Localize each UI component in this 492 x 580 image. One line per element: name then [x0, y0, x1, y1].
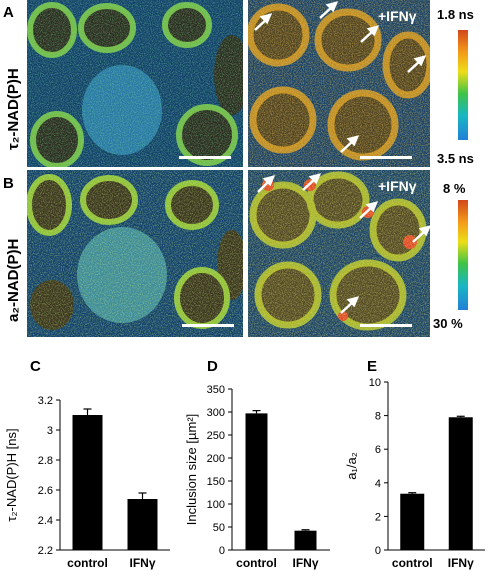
y-tick-label: 0	[219, 545, 225, 557]
colorbar-a2	[458, 200, 468, 310]
category-label: control	[236, 556, 277, 570]
y-tick-label: 100	[207, 499, 225, 511]
chart-d: 0 50 100 150 200 250 300 350 control IFNγ Inclusio…	[184, 384, 330, 570]
bar-control	[400, 493, 425, 550]
y-tick-label: 2.4	[38, 515, 53, 527]
micrograph-ifng-a2-image	[248, 170, 430, 337]
bar-IFNγ	[448, 417, 473, 550]
y-tick-label: 0	[375, 545, 381, 557]
y-tick-label: 6	[375, 444, 381, 456]
chart-e: 0 2 4 6 8 10 control IFNγ a₁/a₂	[344, 377, 485, 570]
row-label-tau2: τ₂-NAD(P)H	[5, 68, 22, 150]
category-label: IFNγ	[129, 556, 155, 570]
y-tick-label: 2.2	[38, 545, 53, 557]
y-tick-label: 300	[207, 407, 225, 419]
colorbar-tau2	[458, 30, 468, 140]
panel-label-e: E	[367, 358, 378, 375]
y-tick-label: 8	[375, 411, 381, 423]
y-tick-label: 150	[207, 476, 225, 488]
chart-c: 2.2 2.4 2.6 2.8 3 3.2 control IFNγ τ₂-NAD(P)H [n…	[4, 395, 170, 570]
y-tick-label: 350	[207, 384, 225, 396]
bar-IFNγ	[294, 530, 317, 550]
category-label: control	[67, 556, 108, 570]
y-tick-label: 2	[375, 511, 381, 523]
micrograph-ifng-a2: +IFNγ	[248, 170, 430, 337]
arrow-markers	[257, 173, 430, 314]
arrow-markers	[254, 1, 427, 153]
y-axis-label: Inclusion size [µm²]	[184, 414, 199, 526]
treatment-label: +IFNγ	[378, 8, 417, 24]
y-tick-label: 250	[207, 430, 225, 442]
scale-bar	[179, 156, 231, 159]
micrograph-control-a2	[27, 170, 243, 337]
bar-control	[245, 413, 268, 550]
y-tick-label: 3.2	[38, 395, 53, 407]
bar-control	[72, 415, 103, 550]
panel-label-b: B	[3, 175, 14, 192]
micrograph-ifng-tau2-image	[248, 0, 430, 167]
scale-bar	[360, 156, 412, 159]
scale-bar	[182, 324, 234, 327]
category-label: IFNγ	[448, 556, 474, 570]
colorbar-a2-min: 30 %	[433, 316, 463, 331]
y-axis-label: a₁/a₂	[344, 452, 359, 480]
y-tick-label: 200	[207, 453, 225, 465]
micrograph-control-a2-image	[27, 170, 243, 337]
micrograph-control-tau2-image	[27, 0, 243, 167]
scale-bar	[360, 324, 412, 327]
y-tick-label: 4	[375, 478, 381, 490]
treatment-label: +IFNγ	[378, 178, 417, 194]
colorbar-a2-max: 8 %	[443, 181, 466, 196]
y-tick-label: 50	[213, 522, 225, 534]
bar-IFNγ	[127, 499, 158, 550]
y-axis-label: τ₂-NAD(P)H [ns]	[4, 428, 19, 521]
panel-label-c: C	[30, 358, 41, 375]
micrograph-ifng-tau2: +IFNγ	[248, 0, 430, 167]
row-label-a2: a₂-NAD(P)H	[5, 238, 22, 322]
category-label: control	[392, 556, 433, 570]
y-tick-label: 3	[47, 425, 53, 437]
category-label: IFNγ	[292, 556, 318, 570]
panel-label-d: D	[207, 358, 218, 375]
y-tick-label: 2.8	[38, 455, 53, 467]
y-tick-label: 2.6	[38, 485, 53, 497]
micrograph-control-tau2	[27, 0, 243, 167]
colorbar-tau2-max: 1.8 ns	[437, 7, 474, 22]
y-tick-label: 10	[369, 377, 381, 389]
panel-label-a: A	[3, 4, 14, 21]
colorbar-tau2-min: 3.5 ns	[437, 151, 474, 166]
